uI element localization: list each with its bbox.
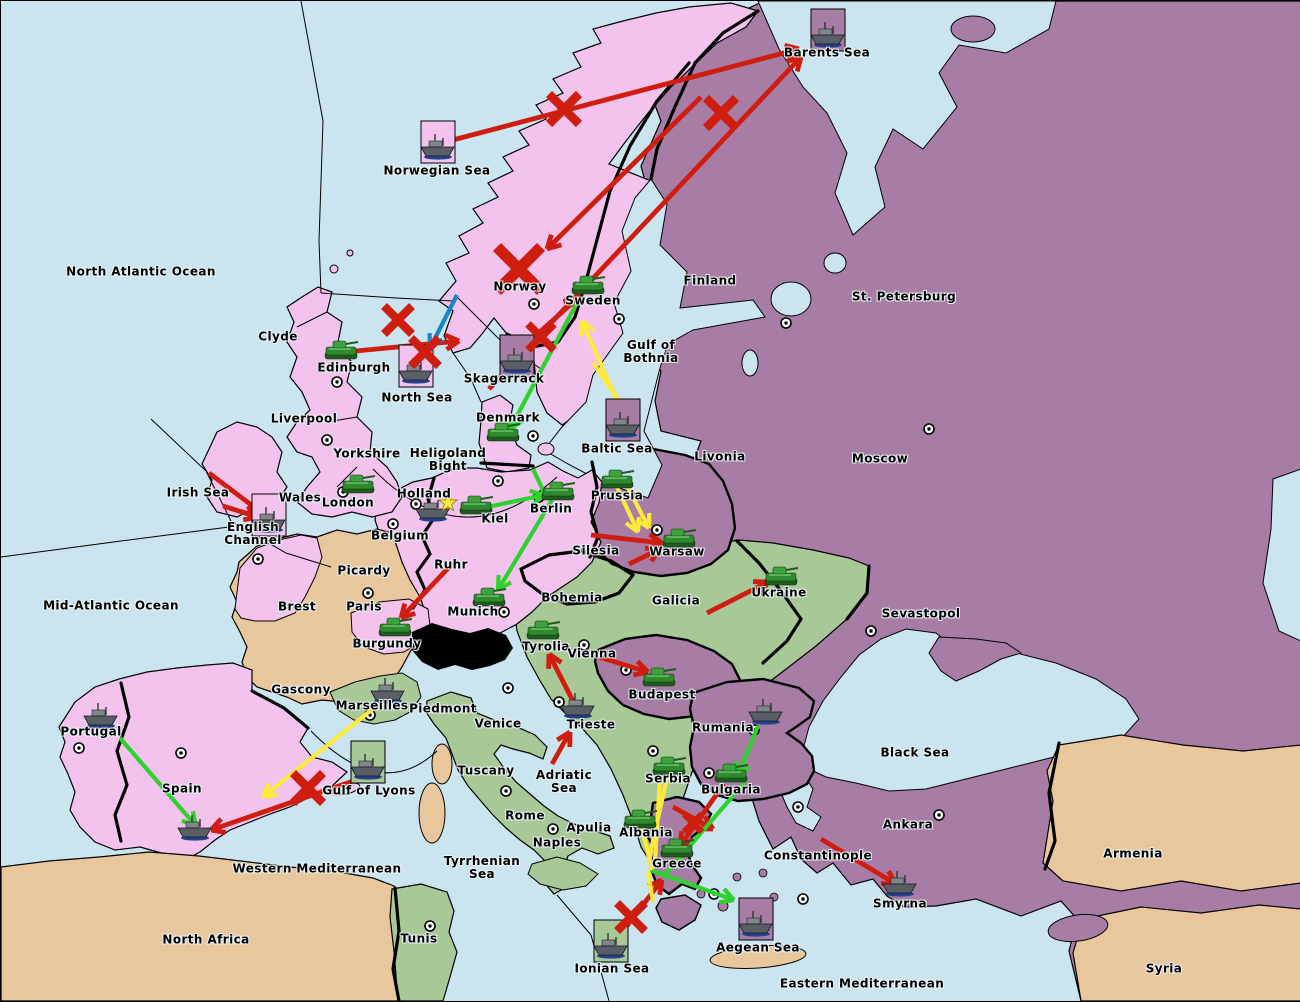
lake-ladoga bbox=[771, 282, 811, 316]
island-orkney bbox=[330, 265, 338, 273]
supply-center-dot bbox=[648, 746, 658, 756]
supply-center-dot bbox=[548, 824, 558, 834]
supply-center-dot bbox=[74, 743, 84, 753]
supply-center-dot bbox=[176, 748, 186, 758]
fleet-unit[interactable] bbox=[351, 741, 385, 783]
supply-center-dot bbox=[579, 640, 589, 650]
island-arctic bbox=[951, 16, 995, 42]
supply-center-dot bbox=[332, 377, 342, 387]
fleet-unit[interactable] bbox=[252, 494, 286, 536]
fleet-unit[interactable] bbox=[421, 121, 455, 163]
supply-center-dot bbox=[253, 554, 263, 564]
supply-center-dot bbox=[781, 318, 791, 328]
supply-center-dot bbox=[388, 519, 398, 529]
region-north-africa-tan[interactable] bbox=[1, 852, 398, 1001]
supply-center-dot bbox=[425, 921, 435, 931]
lake-peipus bbox=[742, 350, 758, 376]
supply-center-dot bbox=[924, 424, 934, 434]
region-syria-tan[interactable] bbox=[1073, 905, 1300, 1001]
supply-center-dot bbox=[704, 768, 714, 778]
supply-center-dot bbox=[503, 683, 513, 693]
supply-center-dot bbox=[528, 431, 538, 441]
supply-center-dot bbox=[798, 894, 808, 904]
fleet-unit[interactable] bbox=[739, 898, 773, 940]
supply-center-dot bbox=[411, 499, 421, 509]
island-sardinia bbox=[419, 783, 445, 843]
supply-center-dot bbox=[499, 607, 509, 617]
region-tunis-green[interactable] bbox=[390, 884, 457, 1001]
supply-center-dot bbox=[363, 588, 373, 598]
supply-center-dot bbox=[322, 435, 332, 445]
supply-center-dot bbox=[614, 314, 624, 324]
supply-center-dot bbox=[493, 476, 503, 486]
supply-center-dot bbox=[652, 525, 662, 535]
lake-onega bbox=[824, 253, 846, 273]
island-shetland bbox=[347, 250, 353, 256]
supply-center-dot bbox=[529, 299, 539, 309]
fleet-unit[interactable] bbox=[606, 399, 640, 441]
supply-center-dot bbox=[866, 626, 876, 636]
supply-center-dot bbox=[554, 697, 564, 707]
supply-center-dot bbox=[793, 802, 803, 812]
fleet-unit[interactable] bbox=[500, 335, 534, 377]
fleet-unit[interactable] bbox=[811, 9, 845, 51]
island-zealand bbox=[538, 443, 554, 455]
supply-center-dot bbox=[501, 786, 511, 796]
island-corsica bbox=[432, 744, 452, 784]
supply-center-dot bbox=[934, 810, 944, 820]
region-armenia-tan[interactable] bbox=[1043, 735, 1300, 891]
